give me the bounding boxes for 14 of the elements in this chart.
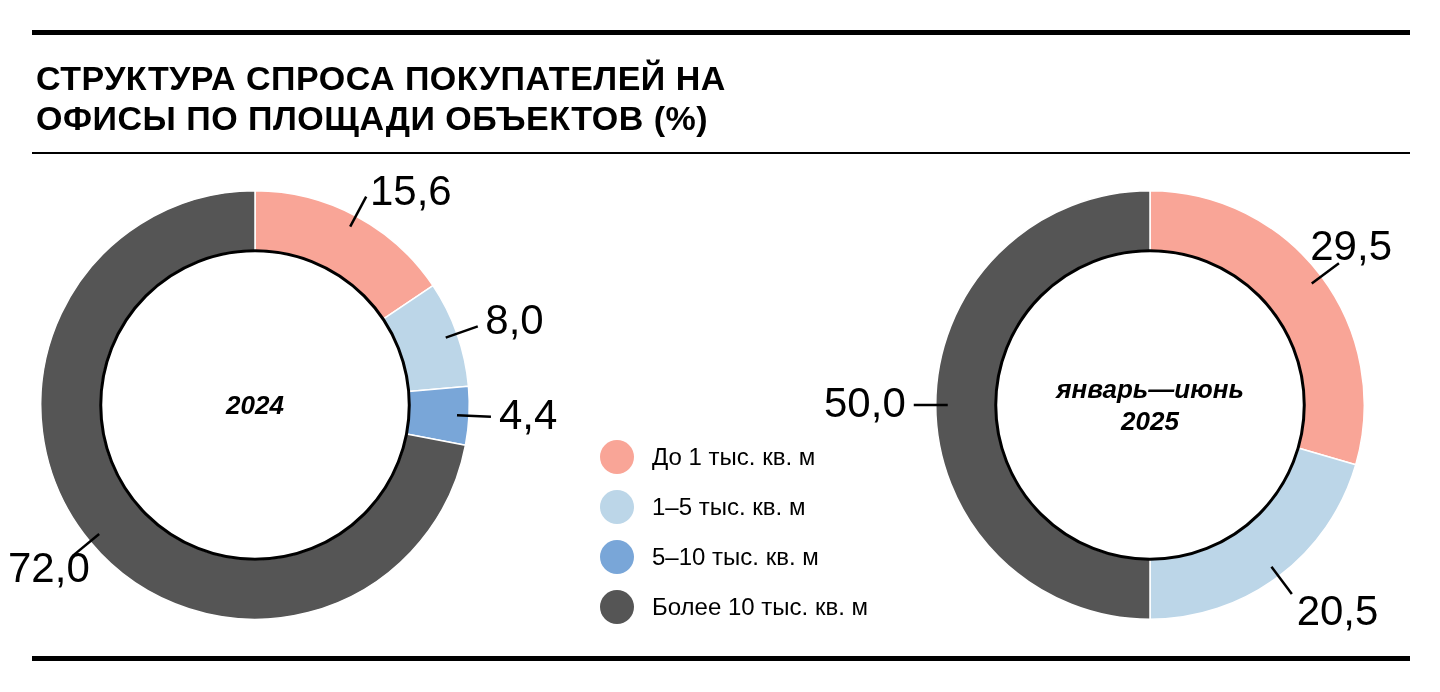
data-label: 20,5 [1296,586,1379,634]
legend-label: Более 10 тыс. кв. м [652,593,868,621]
data-label: 50,0 [824,378,906,426]
chart-title: СТРУКТУРА СПРОСА ПОКУПАТЕЛЕЙ НА ОФИСЫ ПО ПЛОЩАДИ ОБЪЕКТОВ (%) [36,58,727,138]
data-label: 4,4 [498,391,558,439]
data-label: 8,0 [485,295,544,343]
legend-label: 1–5 тыс. кв. м [652,493,806,521]
data-label: 29,5 [1310,222,1393,270]
text: 2024 [224,389,285,421]
legend-label: До 1 тыс. кв. м [652,443,816,471]
data-label: 15,6 [369,166,452,214]
data-label: 72,0 [8,544,90,592]
legend-label: 5–10 тыс. кв. м [652,543,819,571]
text: январь—июнь 2025 [1054,373,1245,437]
